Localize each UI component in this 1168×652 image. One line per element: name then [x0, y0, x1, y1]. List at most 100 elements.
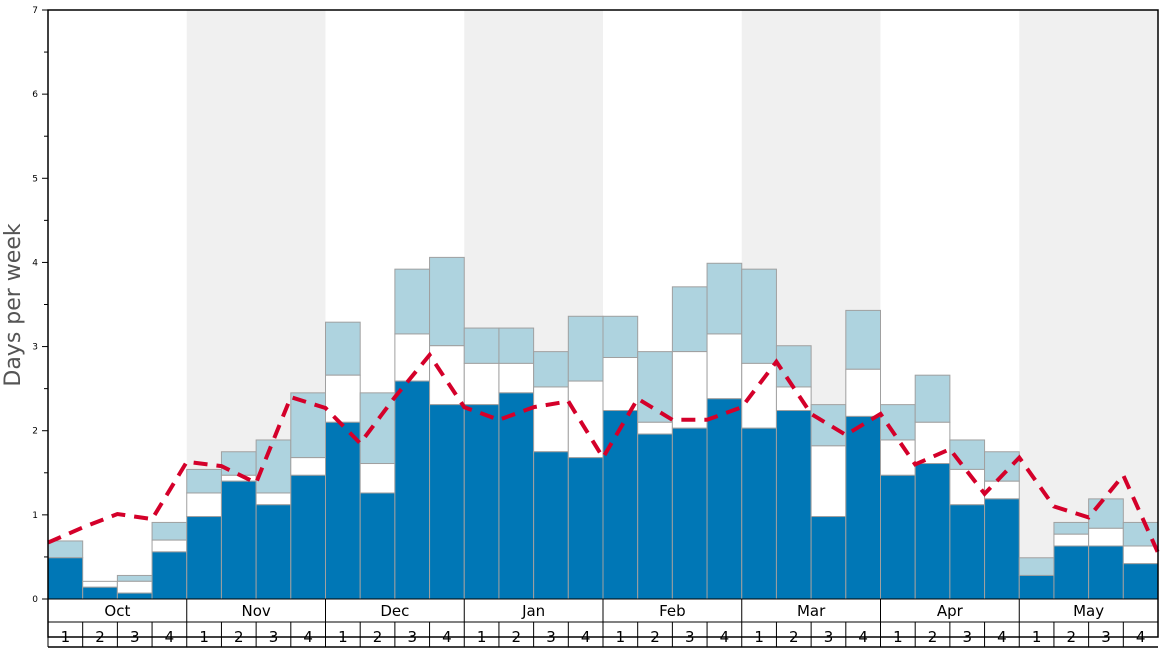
bar-lower-segment: [602, 410, 639, 600]
week-label: 1: [1032, 628, 1042, 646]
bar-lower-segment: [567, 457, 604, 600]
week-label: 3: [962, 628, 972, 646]
bar-upper-segment: [1018, 557, 1055, 576]
bar-lower-segment: [984, 498, 1020, 600]
bar-lower-segment: [255, 504, 292, 600]
bar-upper-segment: [602, 315, 639, 359]
bar-lower-segment: [359, 492, 396, 600]
bar-upper-segment: [671, 286, 708, 353]
bar-middle-segment: [151, 539, 188, 553]
bar-middle-segment: [359, 463, 396, 494]
bar-upper-segment: [810, 404, 847, 447]
y-tick-label: 2: [32, 427, 38, 437]
week-label: 2: [789, 628, 799, 646]
bar-week-32: [1122, 521, 1159, 600]
week-label: 1: [477, 628, 487, 646]
bar-middle-segment: [82, 580, 118, 588]
bar-lower-segment: [775, 410, 812, 600]
bar-middle-segment: [1053, 533, 1090, 547]
week-label: 2: [512, 628, 522, 646]
week-label: 3: [546, 628, 556, 646]
y-axis-label: Days per week: [1, 223, 26, 386]
bar-upper-segment: [1053, 521, 1090, 535]
bar-middle-segment: [463, 362, 500, 406]
bar-upper-segment: [47, 540, 84, 559]
bar-upper-segment: [914, 374, 951, 423]
bar-week-20: [706, 262, 743, 600]
week-label: 1: [199, 628, 209, 646]
bar-upper-segment: [151, 521, 188, 541]
month-label-mar: Mar: [797, 602, 826, 620]
bar-upper-segment: [498, 327, 535, 364]
bar-upper-segment: [255, 439, 292, 494]
bar-middle-segment: [1088, 527, 1124, 547]
bar-middle-segment: [706, 333, 743, 400]
bar-week-10: [359, 392, 396, 600]
bar-lower-segment: [741, 427, 777, 600]
month-label-may: May: [1073, 602, 1104, 620]
bar-upper-segment: [116, 574, 153, 582]
bar-lower-segment: [463, 404, 500, 600]
bar-lower-segment: [637, 433, 673, 600]
bar-lower-segment: [880, 474, 916, 600]
bar-upper-segment: [567, 315, 604, 382]
bar-upper-segment: [637, 351, 673, 423]
bar-week-18: [637, 351, 673, 600]
bar-upper-segment: [359, 392, 396, 465]
week-label: 3: [1101, 628, 1111, 646]
bar-week-17: [602, 315, 639, 600]
bar-lower-segment: [533, 451, 569, 600]
bar-middle-segment: [671, 351, 708, 429]
week-label: 2: [95, 628, 105, 646]
week-label: 1: [616, 628, 626, 646]
month-label-apr: Apr: [937, 602, 964, 620]
week-label: 4: [442, 628, 452, 646]
bar-middle-segment: [845, 368, 881, 417]
bar-lower-segment: [706, 398, 743, 600]
month-label-nov: Nov: [241, 602, 270, 620]
bar-lower-segment: [671, 427, 708, 600]
bar-upper-segment: [1088, 498, 1124, 529]
bar-middle-segment: [255, 492, 292, 506]
bar-lower-segment: [1122, 563, 1159, 600]
bar-week-27: [949, 439, 986, 600]
bar-week-14: [498, 327, 535, 600]
y-tick-label: 0: [32, 595, 38, 605]
week-label: 2: [234, 628, 244, 646]
bar-middle-segment: [949, 468, 986, 506]
week-label: 3: [824, 628, 834, 646]
week-label: 3: [407, 628, 417, 646]
bar-week-25: [880, 404, 916, 600]
bar-week-7: [255, 439, 292, 600]
bar-lower-segment: [151, 551, 188, 600]
week-label: 1: [893, 628, 903, 646]
bar-upper-segment: [186, 468, 222, 494]
bar-upper-segment: [429, 256, 465, 347]
bar-middle-segment: [325, 374, 361, 423]
bar-middle-segment: [533, 386, 569, 453]
bar-lower-segment: [220, 480, 257, 600]
bar-lower-segment: [1088, 545, 1124, 600]
y-tick-label: 4: [32, 258, 38, 268]
month-label-oct: Oct: [104, 602, 130, 620]
axes: 0 1 2 3 4 5 6 7 Oct Nov Dec Jan Feb Mar Apr May 1 2 3 4 1 2 3 4…: [32, 6, 1159, 648]
bar-week-11: [394, 268, 431, 600]
bar-upper-segment: [325, 321, 361, 376]
bar-week-19: [671, 286, 708, 600]
bar-week-6: [220, 451, 257, 600]
average-line-path: [47, 351, 1160, 554]
bar-lower-segment: [810, 516, 847, 600]
bar-week-21: [741, 268, 777, 600]
week-label: 2: [373, 628, 383, 646]
week-label: 4: [858, 628, 868, 646]
y-tick-label: 5: [32, 174, 38, 184]
week-label: 4: [581, 628, 591, 646]
bar-middle-segment: [637, 421, 673, 435]
bar-middle-segment: [186, 492, 222, 518]
bar-week-12: [429, 256, 465, 600]
week-label: 3: [685, 628, 695, 646]
bar-middle-segment: [602, 357, 639, 412]
y-tick-label: 3: [32, 343, 38, 353]
bar-week-23: [810, 404, 847, 600]
bar-week-8: [290, 392, 326, 600]
